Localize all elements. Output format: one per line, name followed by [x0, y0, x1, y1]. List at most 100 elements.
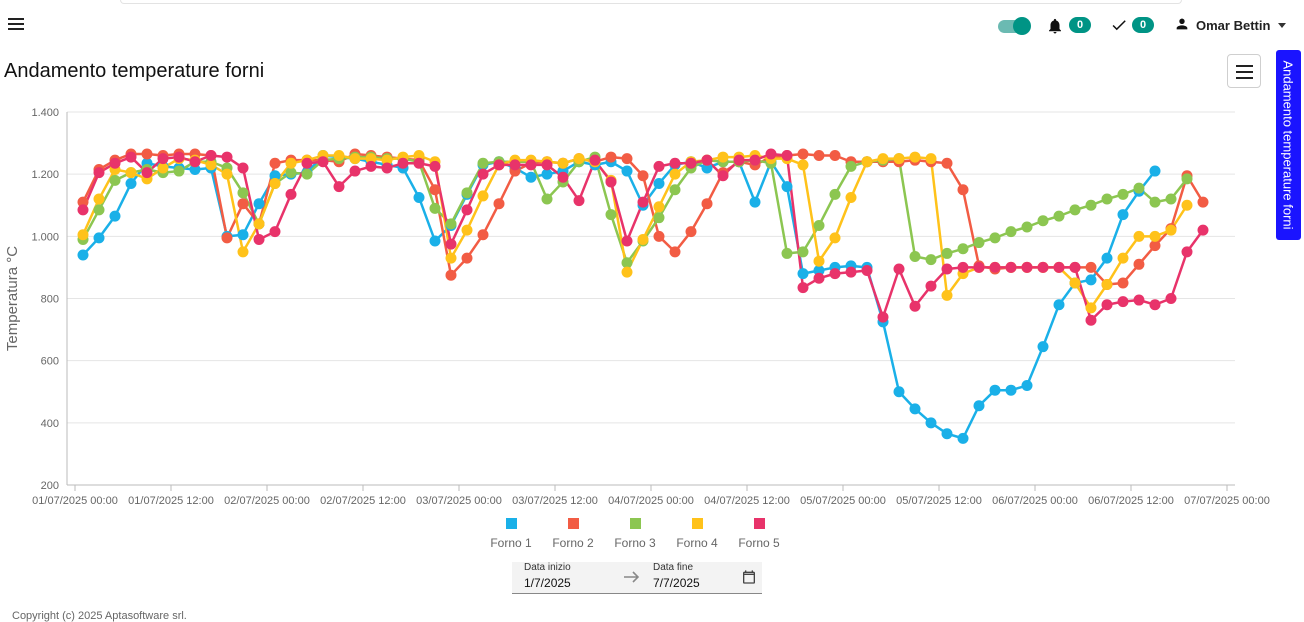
data-point	[1069, 277, 1081, 289]
data-point	[541, 193, 553, 205]
data-point	[653, 212, 665, 224]
data-point	[605, 209, 617, 221]
data-point	[173, 151, 185, 163]
data-point	[1181, 199, 1193, 211]
data-point	[429, 202, 441, 214]
theme-toggle[interactable]	[998, 17, 1032, 35]
legend-item[interactable]: Forno 1	[480, 518, 542, 552]
data-point	[269, 157, 281, 169]
data-point	[797, 268, 809, 280]
x-tick-label: 05/07/2025 12:00	[896, 495, 982, 507]
start-date-value[interactable]: 1/7/2025	[524, 576, 571, 590]
data-point	[237, 198, 249, 210]
data-point	[781, 247, 793, 259]
data-point	[445, 218, 457, 230]
data-point	[413, 150, 425, 162]
chart-menu-button[interactable]	[1227, 54, 1261, 88]
legend-item[interactable]: Forno 4	[666, 518, 728, 552]
legend-item[interactable]: Forno 5	[728, 518, 790, 552]
data-point	[141, 167, 153, 179]
data-point	[1165, 193, 1177, 205]
data-point	[1085, 261, 1097, 273]
data-point	[541, 168, 553, 180]
data-point	[349, 153, 361, 165]
browser-frame-edge	[120, 0, 1182, 4]
data-point	[573, 195, 585, 207]
data-point	[1133, 258, 1145, 270]
data-point	[621, 235, 633, 247]
data-point	[1181, 246, 1193, 258]
data-point	[1149, 240, 1161, 252]
legend-swatch	[567, 518, 579, 529]
data-point	[301, 157, 313, 169]
legend-item[interactable]: Forno 2	[542, 518, 604, 552]
data-point	[93, 167, 105, 179]
data-point	[717, 170, 729, 182]
series-line-forno-4	[81, 154, 1189, 310]
user-name[interactable]: Omar Bettin	[1196, 18, 1271, 33]
side-title-tab[interactable]: Andamento temperature forni	[1276, 50, 1301, 240]
toggle-knob	[1013, 17, 1031, 35]
x-tick-label: 04/07/2025 00:00	[608, 495, 694, 507]
data-point	[813, 265, 825, 277]
data-point	[445, 269, 457, 281]
data-point	[205, 159, 217, 171]
data-point	[269, 170, 281, 182]
date-range-picker[interactable]: Data inizio 1/7/2025 Data fine 7/7/2025	[512, 562, 762, 594]
data-point	[1165, 224, 1177, 236]
data-point	[1021, 380, 1033, 392]
legend-label: Forno 3	[614, 536, 656, 550]
data-point	[685, 157, 697, 169]
legend-item[interactable]: Forno 3	[604, 518, 666, 552]
data-point	[845, 160, 857, 172]
data-point	[909, 151, 921, 163]
y-tick-label: 400	[41, 418, 59, 430]
data-point	[429, 184, 441, 196]
start-date-label: Data inizio	[524, 562, 571, 573]
data-point	[653, 230, 665, 242]
data-point	[1053, 210, 1065, 222]
data-point	[621, 257, 633, 269]
hamburger-menu-icon[interactable]	[8, 18, 24, 32]
end-date-value[interactable]: 7/7/2025	[653, 576, 700, 590]
data-point	[301, 168, 313, 180]
data-point	[1021, 221, 1033, 233]
data-point	[1101, 279, 1113, 291]
data-point	[173, 165, 185, 177]
data-point	[973, 261, 985, 273]
data-point	[925, 254, 937, 266]
data-point	[541, 159, 553, 171]
data-point	[253, 218, 265, 230]
data-point	[1101, 252, 1113, 264]
data-point	[669, 246, 681, 258]
end-date-label: Data fine	[653, 562, 694, 573]
data-point	[1165, 293, 1177, 304]
start-date-field[interactable]: Data inizio 1/7/2025	[524, 562, 571, 590]
data-point	[829, 268, 841, 280]
data-point	[525, 171, 537, 183]
y-tick-label: 800	[41, 294, 59, 306]
check-icon[interactable]	[1110, 16, 1128, 34]
data-point	[285, 188, 297, 200]
data-point	[861, 265, 873, 277]
calendar-icon[interactable]	[741, 569, 757, 585]
tasks-badge: 0	[1132, 17, 1154, 33]
data-point	[493, 198, 505, 210]
chevron-down-icon[interactable]	[1278, 23, 1286, 28]
data-point	[1117, 209, 1129, 221]
data-point	[653, 160, 665, 172]
data-point	[1005, 261, 1017, 273]
data-point	[845, 266, 857, 278]
data-point	[861, 156, 873, 168]
data-point	[381, 154, 393, 166]
data-point	[1021, 261, 1033, 273]
data-point	[125, 167, 137, 179]
data-point	[1149, 299, 1161, 311]
end-date-field[interactable]: Data fine 7/7/2025	[653, 562, 700, 590]
data-point	[1101, 299, 1113, 311]
data-point	[381, 162, 393, 174]
data-point	[461, 204, 473, 216]
bell-icon[interactable]	[1046, 17, 1064, 35]
legend-swatch	[691, 518, 703, 529]
y-tick-label: 600	[41, 356, 59, 368]
